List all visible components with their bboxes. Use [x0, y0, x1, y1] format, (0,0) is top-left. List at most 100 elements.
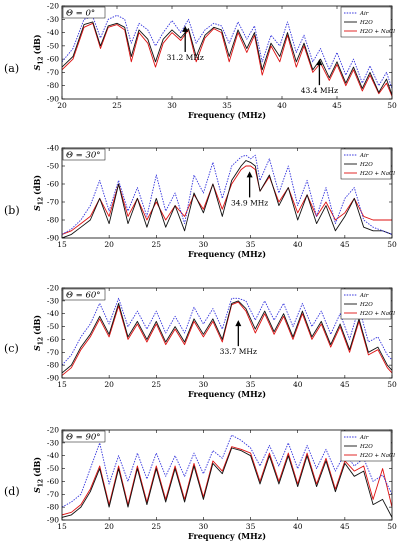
legend-entry: Air: [359, 11, 369, 17]
y-tick-label: -60: [47, 477, 59, 486]
y-tick-label: -70: [47, 198, 59, 207]
plot-frame: [61, 147, 393, 239]
y-tick-label: -60: [47, 55, 59, 64]
x-tick-label: 35: [246, 522, 256, 531]
y-tick-label: -80: [47, 81, 59, 90]
plot-frame: [61, 5, 393, 100]
legend-entry: H2O + NaCl: [359, 311, 395, 317]
annotation: 33.7 MHz: [220, 320, 257, 356]
legend-entry: H2O: [359, 20, 373, 26]
y-tick-label: -70: [47, 348, 59, 357]
legend-entry: Air: [359, 435, 369, 441]
theta-label-box: [62, 6, 106, 19]
x-tick-label: 50: [387, 380, 397, 389]
series-line-h2o: [62, 160, 392, 238]
x-tick-label: 25: [152, 380, 162, 389]
plot-frame: [61, 287, 393, 379]
x-tick-label: 50: [387, 101, 397, 110]
x-tick-label: 45: [340, 240, 350, 249]
panel-label: (d): [4, 485, 20, 498]
x-tick-label: 35: [246, 240, 256, 249]
legend-entry: Air: [359, 153, 369, 159]
y-tick-label: -80: [47, 361, 59, 370]
legend: Air H2O H2O + NaCl: [340, 6, 395, 38]
y-tick-label: -30: [47, 296, 59, 305]
y-tick-label: -50: [47, 322, 59, 331]
legend-entry: Air: [359, 293, 369, 299]
x-tick-label: 20: [104, 522, 114, 531]
x-tick-label: 50: [387, 240, 397, 249]
plot-frame: [61, 429, 393, 521]
x-tick-label: 20: [57, 101, 67, 110]
panel-label: (b): [4, 204, 20, 217]
series-line-h2o: [62, 447, 392, 518]
y-tick-label: -50: [47, 162, 59, 171]
x-tick-label: 35: [222, 101, 232, 110]
series-line-air: [62, 434, 392, 508]
y-tick-label: -90: [47, 234, 59, 243]
y-tick-label: -80: [47, 503, 59, 512]
legend-entry: H2O + NaCl: [359, 453, 395, 459]
theta-label-box: [62, 288, 106, 301]
y-tick-label: -40: [47, 309, 59, 318]
series-line-h2o-nacl: [62, 22, 392, 97]
y-tick-label: -70: [47, 490, 59, 499]
y-tick-label: -30: [47, 15, 59, 24]
x-tick-label: 20: [104, 240, 114, 249]
x-tick-label: 25: [112, 101, 122, 110]
x-tick-label: 25: [152, 240, 162, 249]
y-tick-label: -30: [47, 438, 59, 447]
series-line-h2o: [62, 21, 392, 96]
annotation-label: 31.2 MHz: [167, 53, 204, 62]
y-tick-label: -40: [47, 28, 59, 37]
x-tick-label: 35: [246, 380, 256, 389]
y-tick-label: -90: [47, 95, 59, 104]
theta-label: Θ = 60°: [66, 291, 101, 301]
legend-entry: H2O + NaCl: [359, 29, 395, 35]
theta-label-box: [62, 430, 106, 443]
series-line-air: [62, 14, 392, 89]
panel-label: (c): [4, 342, 19, 355]
theta-label: Θ = 90°: [66, 433, 101, 443]
x-tick-label: 30: [199, 240, 209, 249]
x-tick-label: 40: [277, 101, 287, 110]
y-tick-label: -20: [47, 426, 59, 435]
x-tick-label: 45: [340, 380, 350, 389]
annotation-arrowhead: [316, 59, 323, 66]
legend: Air H2O H2O + NaCl: [340, 148, 395, 180]
y-tick-label: -20: [47, 284, 59, 293]
y-tick-label: -60: [47, 180, 59, 189]
annotation-arrowhead: [235, 320, 242, 327]
x-axis-label: Frequency (MHz): [188, 249, 266, 259]
panel-d: 15 20 25 30 35 40 45 50 -90 -80 -70 -60 -50 -40 -30 -20…: [4, 426, 397, 542]
x-axis-label: Frequency (MHz): [188, 389, 266, 399]
y-tick-label: -90: [47, 374, 59, 383]
x-tick-label: 15: [57, 380, 67, 389]
legend-entry: H2O: [359, 444, 373, 450]
series-line-h2o: [62, 300, 392, 374]
legend-entry: H2O: [359, 162, 373, 168]
panel-label: (a): [4, 62, 19, 75]
y-tick-label: -40: [47, 451, 59, 460]
legend-entry: H2O + NaCl: [359, 171, 395, 177]
y-tick-label: -50: [47, 464, 59, 473]
x-tick-label: 40: [293, 380, 303, 389]
y-axis-label: S12(dB): [32, 457, 45, 493]
y-axis-label: S12(dB): [32, 34, 45, 70]
annotation: 43.4 MHz: [301, 59, 338, 95]
theta-label: Θ = 30°: [66, 151, 101, 161]
panel-c: 15 20 25 30 35 40 45 50 -90 -80 -70 -60 -50 -40 -30 -20…: [4, 284, 397, 400]
y-tick-label: -20: [47, 2, 59, 11]
y-tick-label: -80: [47, 216, 59, 225]
legend: Air H2O H2O + NaCl: [340, 430, 395, 462]
x-tick-label: 15: [57, 522, 67, 531]
x-tick-label: 30: [199, 380, 209, 389]
annotation-label: 34.9 MHz: [231, 198, 268, 207]
x-axis-label: Frequency (MHz): [188, 110, 266, 120]
annotation-arrowhead: [246, 171, 253, 178]
legend: Air H2O H2O + NaCl: [340, 288, 395, 320]
x-tick-label: 20: [104, 380, 114, 389]
x-tick-label: 30: [167, 101, 177, 110]
annotation-label: 43.4 MHz: [301, 86, 338, 95]
